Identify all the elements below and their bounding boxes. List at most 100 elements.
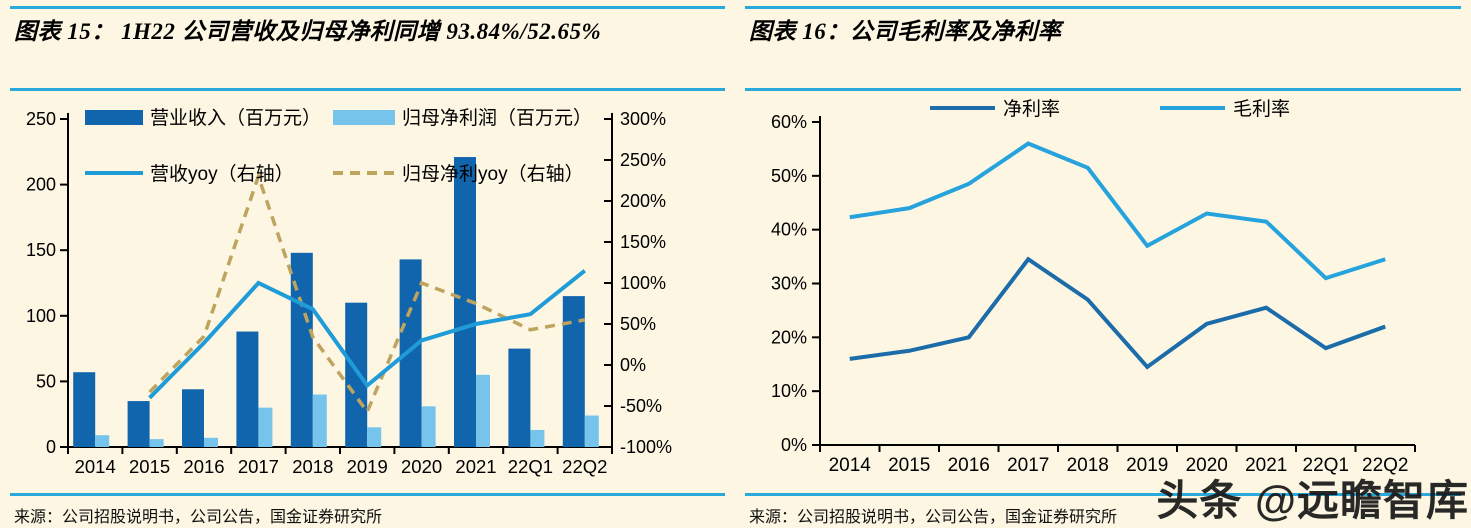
right-chart-area: 0% 10% 20% 30% 40% 50% 60% 2014 2015 2016 2017 2018… — [735, 91, 1471, 493]
legend-label-revenue: 营业收入（百万元） — [150, 107, 321, 129]
revenue-bar — [562, 296, 585, 447]
net-profit-bar — [149, 439, 164, 447]
legend-label-gross-margin: 毛利率 — [1233, 98, 1290, 120]
x-tick-label: 2021 — [455, 456, 496, 477]
svg-text:10%: 10% — [771, 381, 807, 401]
x-tick-label: 2018 — [292, 456, 333, 477]
x-tick-label: 22Q2 — [562, 456, 607, 477]
axes — [819, 116, 1415, 446]
revenue-yoy-line — [148, 269, 587, 400]
svg-text:250%: 250% — [620, 150, 666, 170]
svg-text:-50%: -50% — [620, 396, 662, 416]
top-divider — [10, 6, 725, 9]
net-profit-bars — [95, 374, 599, 447]
svg-text:50%: 50% — [771, 166, 807, 186]
legend: 营业收入（百万元） 归母净利润（百万元） 营收yoy（右轴） 归母净利yoy（右轴） — [85, 107, 592, 185]
revenue-profit-combo-chart: 0 50 100 150 200 250 -100% -50% 0% 50% 100% 150% 200… — [26, 107, 672, 477]
net-profit-bar — [367, 427, 382, 447]
x-tick-label: 2021 — [1245, 455, 1287, 476]
top-divider — [745, 6, 1461, 9]
svg-text:200%: 200% — [620, 191, 666, 211]
svg-text:150: 150 — [26, 240, 56, 260]
net-profit-bar — [95, 435, 110, 447]
net-margin-line — [849, 256, 1386, 370]
legend-label-revenue-yoy: 营收yoy（右轴） — [150, 163, 294, 185]
y-axis-left: 0 50 100 150 200 250 — [26, 109, 68, 457]
x-tick-label: 2020 — [401, 456, 442, 477]
panel-margins: 图表 16：公司毛利率及净利率 0% 10% 20% 30% 40% 50% 60% 2014… — [735, 0, 1471, 528]
x-tick-label: 2019 — [1126, 455, 1168, 476]
revenue-bar — [182, 389, 204, 447]
x-tick-label: 2017 — [238, 456, 279, 477]
svg-text:250: 250 — [26, 109, 56, 129]
right-chart-title: 图表 16：公司毛利率及净利率 — [749, 19, 1062, 44]
watermark: 头条 @远瞻智库 — [1156, 477, 1469, 524]
y-axis: 0% 10% 20% 30% 40% 50% 60% — [771, 112, 820, 455]
revenue-bar — [236, 331, 259, 447]
svg-text:0: 0 — [46, 437, 56, 457]
title-divider — [10, 88, 725, 91]
source-note: 来源：公司招股说明书，公司公告，国金证券研究所 — [14, 509, 383, 526]
panel-revenue-profit: 图表 15： 1H22 公司营收及归母净利同增 93.84%/52.65% 0 5… — [0, 0, 735, 528]
svg-text:100%: 100% — [620, 273, 666, 293]
svg-text:40%: 40% — [771, 220, 807, 240]
revenue-bar — [127, 401, 150, 447]
bottom-divider — [745, 493, 1461, 496]
svg-text:20%: 20% — [771, 327, 807, 347]
svg-text:150%: 150% — [620, 232, 666, 252]
revenue-bar — [454, 157, 476, 447]
revenue-bar — [399, 259, 422, 447]
legend: 净利率 毛利率 — [930, 98, 1290, 120]
x-tick-label: 2015 — [888, 455, 930, 476]
legend-swatch-net-profit — [333, 110, 395, 125]
revenue-bar — [73, 372, 96, 447]
revenue-bar — [508, 348, 531, 447]
legend-label-net-profit-yoy: 归母净利yoy（右轴） — [402, 163, 584, 185]
left-chart-area: 0 50 100 150 200 250 -100% -50% 0% 50% 100% 150% 200… — [0, 91, 735, 493]
svg-text:60%: 60% — [771, 112, 807, 132]
gross-margin-line — [849, 141, 1386, 281]
svg-text:200: 200 — [26, 175, 56, 195]
x-tick-label: 2018 — [1067, 455, 1109, 476]
left-chart-title: 图表 15： 1H22 公司营收及归母净利同增 93.84%/52.65% — [14, 19, 602, 44]
legend-label-net-profit: 归母净利润（百万元） — [402, 107, 592, 129]
net-profit-bar — [584, 415, 599, 447]
y-axis-right: -100% -50% 0% 50% 100% 150% 200% 250% 300% — [604, 109, 672, 457]
x-axis: 2014 2015 2016 2017 2018 2019 2020 2021 22Q1 22Q2 — [819, 445, 1416, 476]
svg-text:50: 50 — [36, 371, 56, 391]
revenue-bars — [73, 157, 585, 447]
svg-text:0%: 0% — [781, 435, 807, 455]
x-axis: 2014 2015 2016 2017 2018 2019 2020 2021 22Q1 22Q2 — [67, 447, 613, 477]
x-tick-label: 22Q1 — [508, 456, 553, 477]
title-divider — [745, 88, 1461, 91]
bottom-divider — [10, 493, 725, 496]
x-tick-label: 2019 — [347, 456, 388, 477]
net-profit-bar — [530, 429, 545, 447]
net-profit-bar — [476, 374, 490, 447]
x-tick-label: 2017 — [1007, 455, 1049, 476]
x-tick-label: 2014 — [75, 456, 116, 477]
net-profit-bar — [312, 394, 327, 447]
svg-text:50%: 50% — [620, 314, 656, 334]
net-profit-bar — [204, 437, 218, 447]
legend-label-net-margin: 净利率 — [1003, 98, 1060, 120]
x-tick-label: 2016 — [183, 456, 224, 477]
margin-line-chart: 0% 10% 20% 30% 40% 50% 60% 2014 2015 2016 2017 2018… — [771, 98, 1416, 476]
x-tick-label: 22Q1 — [1303, 455, 1349, 476]
svg-text:-100%: -100% — [620, 437, 672, 457]
svg-text:100: 100 — [26, 306, 56, 326]
x-tick-label: 2014 — [829, 455, 872, 476]
net-profit-bar — [421, 406, 436, 447]
revenue-bar — [345, 302, 368, 447]
x-tick-label: 2015 — [129, 456, 170, 477]
svg-text:30%: 30% — [771, 274, 807, 294]
x-tick-label: 2020 — [1186, 455, 1228, 476]
net-profit-bar — [258, 407, 273, 447]
svg-text:0%: 0% — [620, 355, 646, 375]
source-note: 来源：公司招股说明书，公司公告，国金证券研究所 — [749, 509, 1118, 526]
x-tick-label: 22Q2 — [1362, 455, 1408, 476]
legend-swatch-revenue — [85, 110, 143, 125]
x-tick-label: 2016 — [948, 455, 990, 476]
svg-text:300%: 300% — [620, 109, 666, 129]
